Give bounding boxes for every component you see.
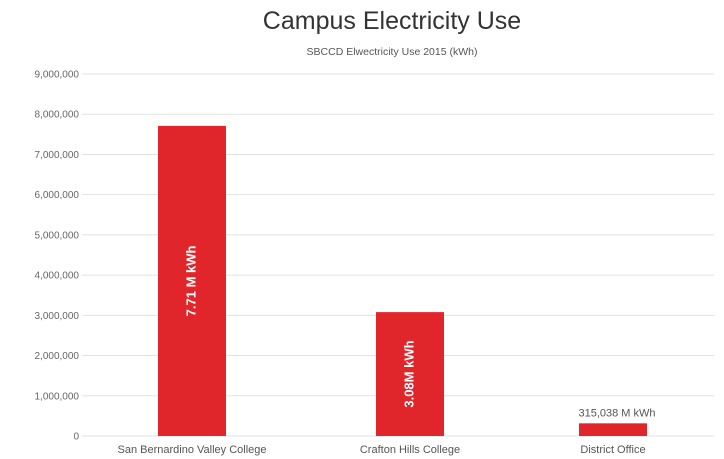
chart-title: Campus Electricity Use (263, 7, 521, 35)
bars (158, 125, 647, 437)
data-label: 3.08M kWh (401, 340, 416, 407)
x-axis-category-labels: San Bernardino Valley College Crafton Hil… (118, 444, 646, 456)
y-tick-label: 4,000,000 (35, 271, 80, 282)
y-tick-label: 0 (73, 432, 79, 443)
data-label: 7.71 M kWh (183, 245, 198, 316)
y-tick-label: 1,000,000 (35, 391, 80, 402)
data-label: 315,038 M kWh (578, 407, 655, 419)
chart-subtitle: SBCCD Elwectricity Use 2015 (kWh) (307, 46, 478, 58)
y-tick-label: 2,000,000 (35, 351, 80, 362)
category-label: District Office (580, 444, 645, 456)
y-tick-label: 7,000,000 (35, 150, 80, 161)
category-label: San Bernardino Valley College (118, 444, 267, 456)
bar (158, 125, 226, 437)
category-label: Crafton Hills College (360, 444, 460, 456)
y-axis-tick-labels: 0 1,000,000 2,000,000 3,000,000 4,000,000 5,0… (35, 70, 80, 443)
y-tick-label: 6,000,000 (35, 190, 80, 201)
bar (376, 312, 444, 436)
bar (579, 423, 647, 436)
y-tick-label: 9,000,000 (35, 70, 80, 81)
y-tick-label: 8,000,000 (35, 110, 80, 121)
y-tick-label: 5,000,000 (35, 230, 80, 241)
y-tick-label: 3,000,000 (35, 311, 80, 322)
data-labels: 7.71 M kWh 3.08M kWh 315,038 M kWh (183, 245, 655, 419)
